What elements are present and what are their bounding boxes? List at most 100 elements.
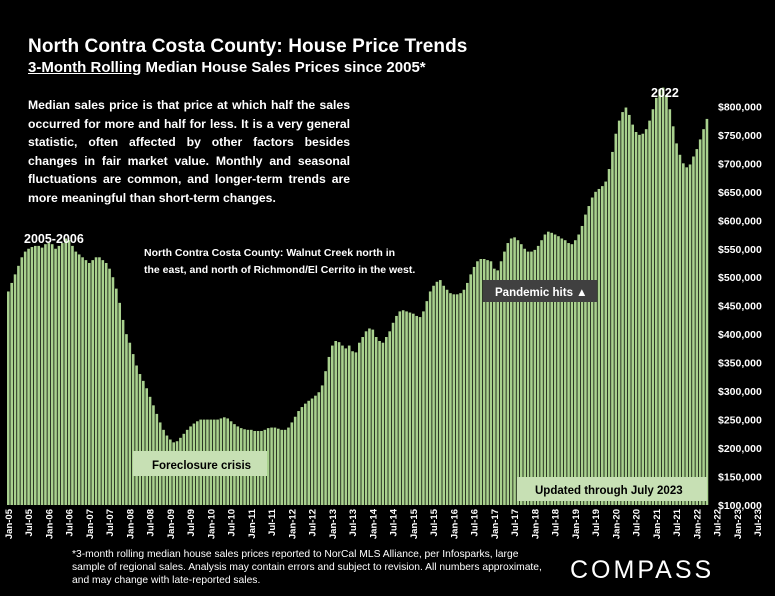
bar: [587, 206, 591, 506]
bar: [574, 240, 577, 505]
bar: [347, 345, 351, 505]
bar: [462, 289, 466, 505]
x-tick-label: Jan-23: [733, 509, 744, 539]
bar: [651, 109, 655, 506]
bar: [688, 164, 692, 505]
annotation-foreclosure: Foreclosure crisis: [152, 460, 251, 472]
bar: [459, 293, 462, 505]
x-tick-label: Jan-08: [125, 509, 136, 539]
y-tick-label: $750,000: [718, 130, 762, 142]
bar: [270, 427, 273, 505]
x-tick-label: Jan-17: [490, 509, 501, 539]
bar: [138, 374, 142, 505]
bar: [378, 341, 381, 505]
bar: [273, 427, 277, 505]
bar: [601, 186, 604, 506]
bar: [607, 169, 611, 505]
bar: [428, 291, 432, 505]
bar: [496, 270, 500, 505]
bar: [604, 181, 608, 505]
bar: [523, 248, 527, 505]
bar: [698, 139, 702, 506]
bar: [344, 348, 348, 505]
bar: [287, 427, 290, 505]
bar: [452, 294, 456, 505]
bar: [381, 342, 385, 505]
x-tick-label: Jul-15: [429, 508, 440, 536]
x-tick-label: Jan-20: [611, 509, 622, 539]
bar: [148, 396, 152, 505]
annotation-pandemic: Pandemic hits ▲: [495, 287, 588, 299]
bar: [398, 311, 402, 505]
bar: [526, 251, 530, 505]
bar: [121, 319, 125, 505]
bar: [509, 238, 513, 505]
bar: [682, 163, 685, 505]
bar: [280, 429, 284, 505]
x-axis: Jan-05 Jul-05 Jan-06 Jul-06 Jan-07 Jul-07 Jan-…: [4, 508, 764, 539]
bar: [665, 95, 668, 505]
x-tick-label: Jul-10: [227, 509, 238, 536]
bar: [50, 244, 54, 505]
x-tick-label: Jan-16: [449, 509, 460, 539]
bar: [516, 240, 520, 505]
bar: [597, 188, 601, 505]
bar: [570, 244, 574, 505]
bar: [300, 407, 304, 505]
bar: [466, 282, 469, 505]
bar: [337, 342, 341, 505]
x-tick-label: Jul-08: [146, 509, 157, 536]
bar: [27, 248, 30, 505]
bar: [266, 428, 270, 506]
bar: [671, 126, 675, 505]
x-tick-label: Jan-13: [328, 509, 339, 539]
bar: [115, 288, 118, 505]
bar: [563, 240, 567, 505]
x-tick-label: Jan-22: [692, 509, 703, 539]
y-tick-label: $150,000: [718, 472, 762, 484]
y-tick-label: $300,000: [718, 386, 762, 398]
x-tick-label: Jan-18: [530, 509, 541, 539]
bar: [553, 234, 557, 505]
foreclosure-box: [133, 451, 267, 476]
bar: [624, 107, 628, 505]
x-tick-label: Jul-19: [591, 509, 602, 536]
x-tick-label: Jul-21: [672, 508, 683, 536]
annotation-2022: 2022: [651, 86, 679, 100]
bar: [61, 243, 64, 505]
bar: [705, 118, 709, 506]
bar: [590, 197, 594, 505]
pandemic-box: [483, 280, 597, 302]
bar: [20, 257, 24, 505]
x-tick-label: Jan-05: [4, 508, 15, 539]
bar: [567, 243, 570, 505]
bar: [354, 352, 358, 505]
bar: [489, 261, 493, 505]
x-tick-label: Jul-16: [470, 509, 481, 536]
bar: [320, 385, 324, 505]
x-tick-label: Jul-22: [713, 509, 724, 536]
bar: [401, 310, 405, 505]
x-tick-label: Jan-07: [85, 509, 96, 539]
footnote: *3-month rolling median house sales pric…: [72, 549, 542, 586]
y-tick-label: $450,000: [718, 301, 762, 313]
bar: [580, 225, 584, 505]
x-tick-label: Jan-15: [409, 508, 420, 539]
bar: [44, 244, 47, 505]
bar: [364, 331, 368, 505]
annotations: 2005-2006 2022 North Contra Costa County: …: [24, 86, 707, 501]
bar: [64, 238, 68, 505]
bar: [77, 254, 81, 505]
bar: [317, 392, 321, 505]
bar: [131, 354, 135, 505]
bar: [108, 268, 111, 505]
x-tick-label: Jan-19: [571, 509, 582, 539]
bar: [445, 289, 449, 505]
bar: [476, 261, 479, 505]
annotation-2005-2006: 2005-2006: [24, 232, 84, 246]
bar: [482, 259, 486, 505]
bar: [658, 89, 662, 505]
bar: [584, 214, 587, 505]
bar: [34, 245, 37, 505]
bar: [358, 342, 361, 505]
